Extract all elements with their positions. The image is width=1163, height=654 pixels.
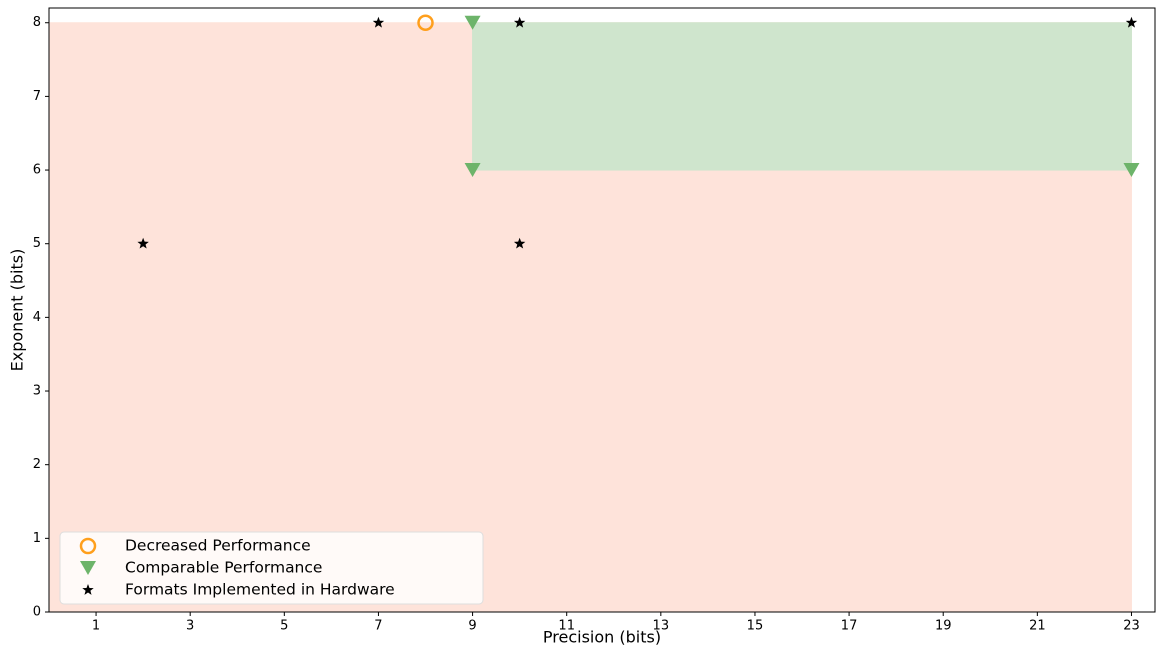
x-tick-label: 7 — [374, 619, 382, 634]
point — [137, 237, 149, 249]
y-tick-label: 8 — [33, 15, 41, 30]
legend-marker — [80, 561, 96, 575]
y-tick-label: 0 — [33, 605, 41, 620]
y-tick-label: 6 — [33, 163, 41, 178]
point — [1123, 163, 1140, 178]
x-tick-label: 23 — [1123, 619, 1140, 634]
x-tick-label: 11 — [558, 619, 575, 634]
x-tick-label: 1 — [92, 619, 100, 634]
x-tick-label: 13 — [653, 619, 670, 634]
point — [513, 16, 526, 28]
legend-label: Comparable Performance — [125, 559, 322, 577]
legend-label: Decreased Performance — [125, 537, 311, 555]
x-tick-label: 17 — [841, 619, 858, 634]
legend-box — [59, 531, 484, 605]
y-tick-label: 1 — [33, 531, 41, 546]
legend-marker — [82, 584, 94, 595]
y-axis-title: Exponent (bits) — [8, 249, 27, 372]
y-tick-label: 4 — [33, 310, 41, 325]
legend-label: Formats Implemented in Hardware — [125, 581, 395, 599]
x-tick-label: 3 — [186, 619, 194, 634]
x-tick-label: 15 — [747, 619, 764, 634]
x-tick-label: 19 — [935, 619, 952, 634]
legend-marker — [79, 537, 97, 555]
point — [417, 14, 434, 31]
x-tick-label: 21 — [1029, 619, 1046, 634]
y-tick-label: 5 — [33, 236, 41, 251]
point — [1125, 16, 1138, 28]
y-tick-label: 2 — [33, 457, 41, 472]
x-tick-label: 9 — [468, 619, 476, 634]
y-tick-label: 3 — [33, 384, 41, 399]
plot-frame — [48, 7, 1156, 613]
x-axis-title: Precision (bits) — [543, 628, 661, 647]
legend: Decreased Performance Comparable Performa… — [59, 531, 484, 605]
y-tick-label: 7 — [33, 89, 41, 104]
point — [464, 15, 481, 30]
point — [372, 16, 385, 28]
region — [472, 22, 1132, 171]
point — [513, 237, 526, 249]
x-tick-label: 5 — [280, 619, 288, 634]
point — [464, 163, 481, 178]
